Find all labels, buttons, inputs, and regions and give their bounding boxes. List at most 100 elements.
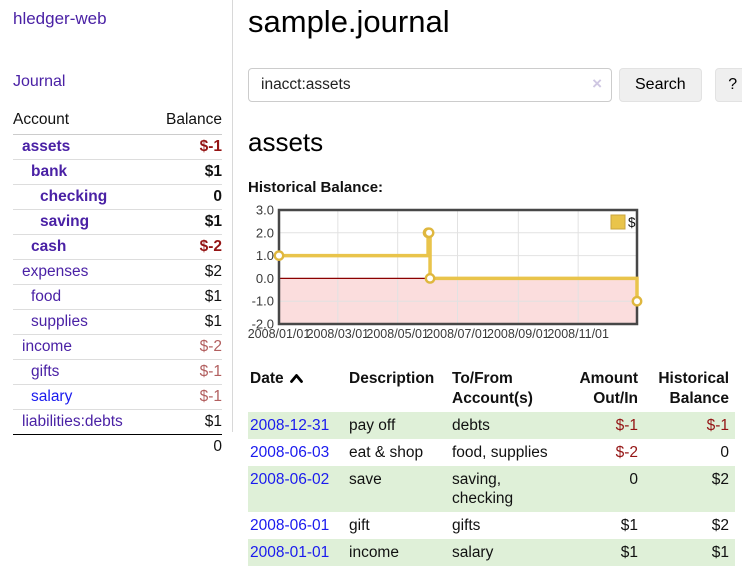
sort-ascending-icon: [289, 373, 303, 383]
accounts-total-value: 0: [213, 438, 222, 455]
account-link-assets[interactable]: assets: [22, 138, 71, 155]
account-name-cell: cash: [13, 235, 151, 260]
clear-search-icon[interactable]: ×: [592, 73, 602, 93]
register-accounts-cell: debts: [452, 416, 490, 434]
account-row: expenses $2: [13, 259, 222, 285]
register-balance-cell: $2: [711, 516, 729, 534]
search-bar: × Search ?: [248, 67, 742, 102]
account-link-saving[interactable]: saving: [40, 213, 90, 230]
account-row: gifts $-1: [13, 359, 222, 385]
chart-title: Historical Balance:: [248, 178, 384, 196]
y-axis-label: 1.0: [256, 248, 274, 263]
account-name-cell: supplies: [13, 310, 151, 335]
main-content: sample.journal × Search ? assets Histori…: [233, 0, 742, 566]
account-link-expenses[interactable]: expenses: [22, 263, 89, 280]
account-balance: $-2: [199, 338, 222, 355]
search-input[interactable]: [248, 67, 612, 102]
register-date-cell: 2008-06-02: [248, 466, 343, 512]
account-name-cell: checking: [13, 185, 151, 210]
account-link-food[interactable]: food: [31, 288, 62, 305]
transaction-date-link[interactable]: 2008-06-02: [250, 470, 330, 488]
account-row: saving $1: [13, 209, 222, 235]
help-button[interactable]: ?: [714, 67, 742, 102]
account-row: supplies $1: [13, 309, 222, 335]
account-link-salary[interactable]: salary: [31, 388, 73, 405]
sidebar-item-journal[interactable]: Journal: [13, 73, 66, 90]
register-header-description: Description: [349, 369, 435, 387]
y-axis-label: 0.0: [256, 271, 274, 286]
account-balance: $-1: [199, 363, 222, 380]
register-balance-cell: $2: [711, 470, 729, 488]
register-description-cell: save: [349, 470, 382, 488]
account-row: cash $-2: [13, 234, 222, 260]
account-heading: assets: [248, 126, 324, 157]
account-name-cell: bank: [13, 160, 151, 185]
data-point-marker: [273, 249, 285, 261]
register-amount-cell: 0: [629, 470, 638, 488]
register-accounts-cell: gifts: [452, 516, 481, 534]
transaction-date-link[interactable]: 2008-06-01: [250, 516, 330, 534]
accounts-table: Account Balance assets $-1 bank $1 checking 0…: [13, 108, 222, 459]
register-balance-cell: $-1: [706, 416, 729, 434]
register-amount-cell: $1: [620, 543, 638, 561]
transaction-date-link[interactable]: 2008-12-31: [250, 416, 330, 434]
register-row: 2008-06-02 save saving, checking 0 $2: [248, 465, 735, 512]
account-link-checking[interactable]: checking: [40, 188, 108, 205]
register-amount-cell: $-1: [615, 416, 638, 434]
register-accounts-cell: food, supplies: [452, 443, 548, 461]
account-link-cash[interactable]: cash: [31, 238, 67, 255]
account-name-cell: salary: [13, 385, 151, 410]
accounts-table-body: assets $-1 bank $1 checking 0 saving $1 cash $-2 e…: [13, 135, 222, 435]
register-table-body: 2008-12-31 pay off debts $-1 $-1 2008-06-03 ea…: [248, 411, 735, 566]
register-row: 2008-06-03 eat & shop food, supplies $-2 0: [248, 439, 735, 466]
register-row: 2008-12-31 pay off debts $-1 $-1: [248, 411, 735, 439]
account-link-supplies[interactable]: supplies: [31, 313, 88, 330]
accounts-header-account: Account: [13, 111, 70, 128]
account-balance: $1: [204, 413, 222, 430]
y-axis-label: -2.0: [252, 316, 274, 331]
transaction-date-link[interactable]: 2008-01-01: [250, 543, 330, 561]
register-header-row: Date Description To/From Account(s) Amou…: [248, 366, 735, 412]
y-axis-label: 2.0: [256, 225, 274, 240]
register-date-cell: 2008-12-31: [248, 412, 343, 439]
accounts-table-header-row: Account Balance: [13, 108, 222, 135]
account-balance: $-1: [199, 138, 222, 155]
transaction-date-link[interactable]: 2008-06-03: [250, 443, 330, 461]
legend-label: $: [628, 215, 636, 230]
account-balance: $1: [204, 163, 222, 180]
search-button[interactable]: Search: [619, 67, 702, 102]
register-header-date[interactable]: Date: [248, 366, 343, 412]
account-link-bank[interactable]: bank: [31, 163, 68, 180]
y-axis-label: 3.0: [256, 203, 274, 218]
account-balance: 0: [213, 188, 222, 205]
register-balance-cell: 0: [720, 443, 729, 461]
register-description-cell: pay off: [349, 416, 396, 434]
app-brand-link[interactable]: hledger-web: [13, 9, 107, 28]
account-link-liabilities-debts[interactable]: liabilities:debts: [22, 413, 123, 430]
account-balance: $1: [204, 313, 222, 330]
accounts-total-spacer: [13, 435, 151, 460]
account-name-cell: assets: [13, 135, 151, 160]
x-axis-label: 2008/03/01: [307, 327, 370, 341]
account-balance: $-2: [199, 238, 222, 255]
register-date-cell: 2008-06-01: [248, 512, 343, 539]
register-header-amount: Amount Out/In: [579, 369, 638, 407]
plot-border: [277, 208, 639, 325]
account-link-income[interactable]: income: [22, 338, 72, 355]
x-axis-label: 2008/05/01: [366, 327, 429, 341]
register-header-date-label: Date: [250, 369, 284, 387]
register-accounts-cell: saving, checking: [452, 470, 514, 507]
register-date-cell: 2008-01-01: [248, 539, 343, 566]
account-name-cell: food: [13, 285, 151, 310]
register-table: Date Description To/From Account(s) Amou…: [248, 366, 735, 566]
register-date-cell: 2008-06-03: [248, 439, 343, 466]
accounts-total-row: 0: [13, 434, 222, 460]
account-name-cell: liabilities:debts: [13, 410, 151, 435]
account-link-gifts[interactable]: gifts: [31, 363, 60, 380]
register-amount-cell: $-2: [615, 443, 638, 461]
register-description-cell: gift: [349, 516, 370, 534]
x-axis-label: 2008/07/01: [426, 327, 489, 341]
account-row: bank $1: [13, 159, 222, 185]
register-description-cell: eat & shop: [349, 443, 424, 461]
